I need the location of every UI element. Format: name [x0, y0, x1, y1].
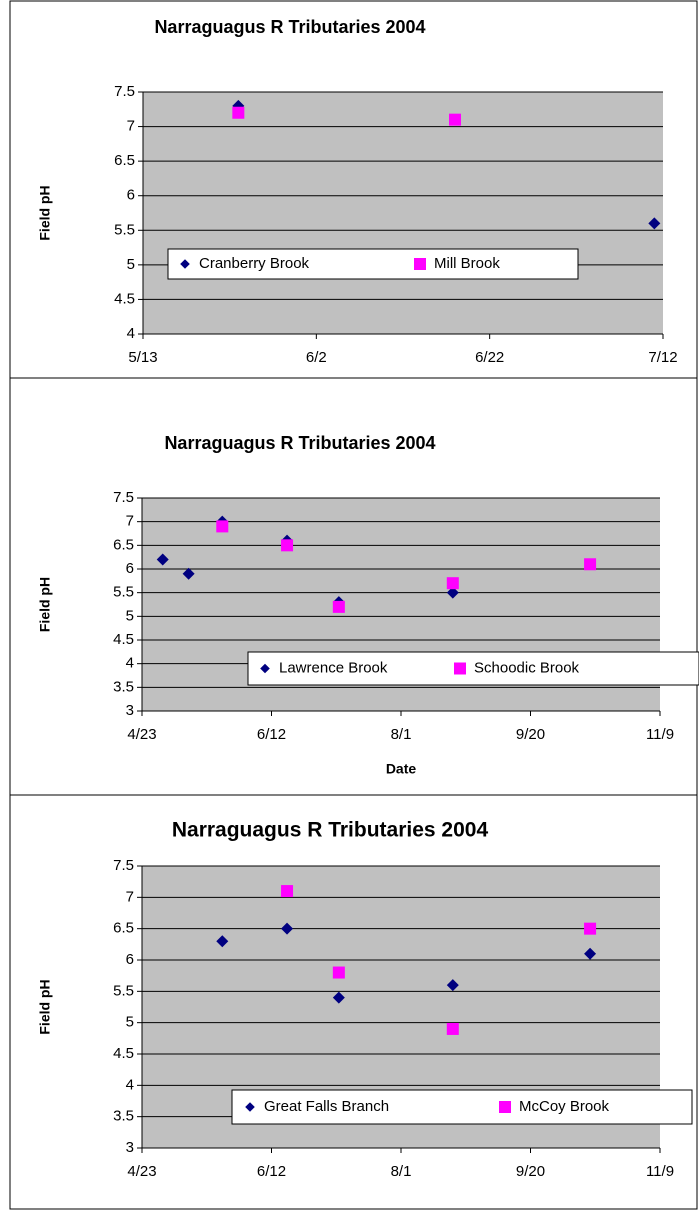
y-tick-label: 5.5	[113, 982, 134, 999]
legend	[231, 1089, 693, 1125]
y-tick-label: 5.5	[114, 221, 135, 238]
x-tick-label: 8/1	[391, 1163, 412, 1180]
y-tick-label: 5.5	[113, 584, 134, 601]
legend-label: Mill Brook	[434, 255, 500, 272]
x-tick-label: 9/20	[516, 726, 545, 743]
x-tick-label: 4/23	[127, 726, 156, 743]
x-tick-label: 6/2	[306, 349, 327, 366]
y-tick-label: 6	[126, 951, 134, 968]
plot-area	[143, 92, 663, 334]
y-axis-label: Field pH	[37, 979, 53, 1034]
point	[446, 1022, 459, 1035]
y-tick-label: 4.5	[113, 1045, 134, 1062]
legend-marker	[499, 1101, 511, 1113]
y-tick-label: 7.5	[114, 83, 135, 100]
x-tick-label: 6/12	[257, 1163, 286, 1180]
point	[648, 217, 661, 230]
y-tick-label: 5	[126, 1014, 134, 1031]
y-tick-label: 6	[126, 560, 134, 577]
point	[281, 922, 294, 935]
x-tick-label: 9/20	[516, 1163, 545, 1180]
y-tick-label: 4	[126, 1076, 134, 1093]
panel-border	[9, 794, 698, 1210]
y-tick-label: 6	[127, 187, 135, 204]
y-tick-label: 3	[126, 702, 134, 719]
point	[216, 520, 229, 533]
point	[281, 539, 294, 552]
legend-marker	[245, 1102, 255, 1112]
point	[156, 553, 169, 566]
point	[232, 106, 245, 119]
legend-label: Cranberry Brook	[199, 255, 310, 272]
legend-label: Great Falls Branch	[264, 1098, 389, 1115]
legend-label: Schoodic Brook	[474, 659, 580, 676]
point	[281, 885, 294, 898]
x-tick-label: 11/9	[646, 726, 674, 743]
chart-title: Narraguagus R Tributaries 2004	[172, 819, 489, 842]
x-tick-label: 6/12	[257, 726, 286, 743]
y-tick-label: 7.5	[113, 857, 134, 874]
legend-marker	[454, 662, 466, 675]
point	[332, 600, 345, 613]
legend-label: McCoy Brook	[519, 1098, 610, 1115]
y-tick-label: 5	[127, 256, 135, 273]
x-tick-label: 11/9	[646, 1163, 674, 1180]
y-tick-label: 7	[126, 888, 134, 905]
y-tick-label: 3	[126, 1139, 134, 1156]
x-axis-label: Date	[386, 761, 417, 777]
y-tick-label: 6.5	[114, 152, 135, 169]
y-tick-label: 4.5	[113, 631, 134, 648]
x-tick-label: 7/12	[648, 349, 677, 366]
x-tick-label: 8/1	[391, 726, 412, 743]
y-tick-label: 4	[127, 325, 135, 342]
y-tick-label: 3.5	[113, 1108, 134, 1125]
y-axis-label: Field pH	[37, 577, 53, 632]
y-tick-label: 4.5	[114, 290, 135, 307]
point	[446, 979, 459, 992]
y-tick-label: 5	[126, 607, 134, 624]
legend	[167, 248, 579, 280]
y-tick-label: 4	[126, 655, 134, 672]
y-tick-label: 7	[126, 513, 134, 530]
chart-title: Narraguagus R Tributaries 2004	[154, 17, 425, 37]
y-tick-label: 7	[127, 118, 135, 135]
legend-marker	[414, 258, 426, 270]
point	[446, 586, 459, 599]
x-tick-label: 6/22	[475, 349, 504, 366]
y-axis-label: Field pH	[37, 185, 53, 240]
point	[584, 558, 597, 571]
x-tick-label: 4/23	[127, 1163, 156, 1180]
point	[182, 567, 195, 580]
y-tick-label: 6.5	[113, 920, 134, 937]
point	[446, 577, 459, 590]
chart-title: Narraguagus R Tributaries 2004	[164, 433, 435, 453]
y-tick-label: 6.5	[113, 536, 134, 553]
y-tick-label: 7.5	[113, 489, 134, 506]
legend	[247, 651, 699, 686]
point	[584, 947, 597, 960]
legend-label: Lawrence Brook	[279, 659, 388, 676]
point	[584, 922, 597, 935]
point	[332, 966, 345, 979]
point	[449, 113, 461, 126]
x-tick-label: 5/13	[128, 349, 157, 366]
legend-marker	[260, 663, 270, 674]
y-tick-label: 3.5	[113, 678, 134, 695]
point	[216, 935, 229, 948]
point	[332, 991, 345, 1004]
